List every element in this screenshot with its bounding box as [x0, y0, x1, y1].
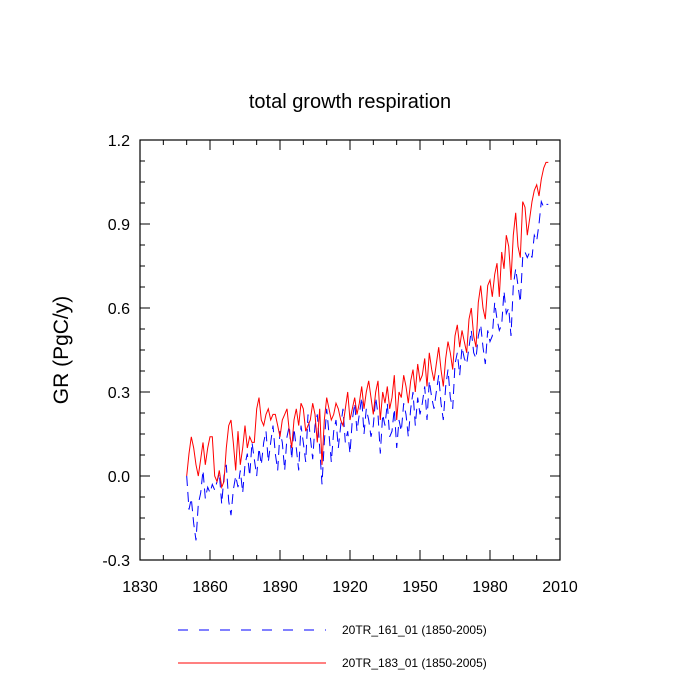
x-tick-label: 1950 [402, 579, 438, 596]
y-tick-label: 0.6 [108, 301, 130, 318]
y-tick-labels: -0.3 0.0 0.3 0.6 0.9 1.2 [102, 133, 130, 570]
plot-frame [139, 139, 561, 561]
legend-label-1: 20TR_183_01 (1850-2005) [342, 656, 487, 670]
y-tick-label: 0.9 [108, 217, 130, 234]
y-tick-label: 0.0 [108, 469, 130, 486]
y-axis-label: GR (PgC/y) [50, 296, 73, 405]
x-tick-label: 1860 [192, 579, 228, 596]
x-tick-label: 1980 [472, 579, 508, 596]
y-tick-label: 1.2 [108, 133, 130, 150]
x-tick-label: 1920 [332, 579, 368, 596]
series-line-0 [186, 199, 549, 541]
x-tick-labels: 1830 1860 1890 1920 1950 1980 2010 [122, 579, 578, 596]
y-tick-label: 0.3 [108, 385, 130, 402]
x-tick-label: 2010 [542, 579, 578, 596]
series-line-1 [186, 161, 549, 490]
series-lines [186, 161, 549, 541]
x-tick-label: 1830 [122, 579, 158, 596]
chart-title: total growth respiration [249, 91, 451, 113]
legend: 20TR_161_01 (1850-2005) 20TR_183_01 (1850… [178, 623, 487, 670]
axis-ticks [139, 139, 561, 561]
x-tick-label: 1890 [262, 579, 298, 596]
legend-label-0: 20TR_161_01 (1850-2005) [342, 623, 487, 637]
y-tick-label: -0.3 [102, 553, 130, 570]
